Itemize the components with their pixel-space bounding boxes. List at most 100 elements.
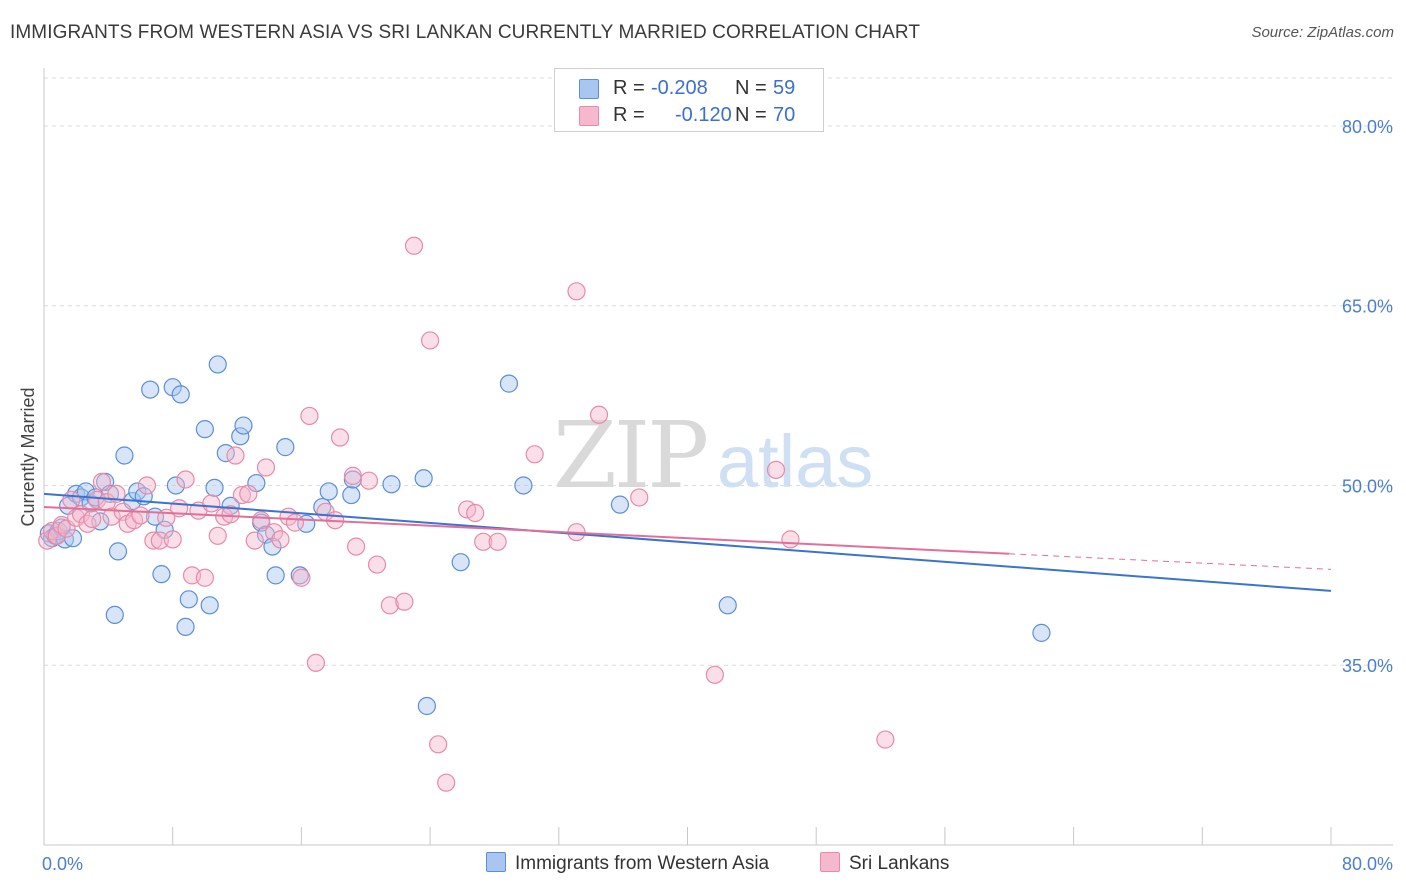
data-point — [437, 773, 456, 792]
legend-n-value: 59 — [773, 77, 796, 99]
legend-r-value: -0.208 — [651, 77, 708, 99]
data-point — [488, 532, 507, 551]
bottom-legend-swatch-blue — [486, 852, 506, 872]
data-point — [610, 495, 630, 514]
data-point — [208, 526, 227, 545]
data-point — [292, 568, 311, 587]
data-point — [231, 427, 250, 446]
data-point — [300, 406, 319, 426]
data-point — [131, 506, 150, 525]
data-point — [232, 485, 251, 505]
data-point — [150, 531, 169, 550]
data-point — [342, 485, 361, 505]
data-point — [245, 531, 264, 550]
data-point — [514, 476, 533, 495]
data-point — [176, 617, 195, 636]
data-point — [404, 236, 424, 255]
data-point — [429, 735, 448, 754]
data-point — [102, 507, 121, 526]
data-point — [876, 730, 895, 749]
legend-n-label: N = — [735, 77, 767, 99]
legend-n-value: 70 — [773, 104, 796, 126]
bottom-legend-label: Sri Lankans — [849, 853, 950, 874]
data-point — [525, 445, 544, 464]
data-point — [474, 532, 493, 551]
legend-r-label: R = — [613, 77, 645, 99]
data-point — [200, 596, 219, 615]
data-point — [239, 484, 258, 503]
data-point — [306, 653, 325, 672]
stats-legend: R = -0.208 N = 59 R = -0.120 N = 70 — [554, 68, 824, 132]
bottom-legend-swatch-pink — [820, 852, 840, 872]
data-point — [141, 380, 160, 399]
data-point — [92, 472, 112, 491]
data-point — [195, 420, 214, 439]
data-point — [718, 596, 737, 615]
axes — [43, 68, 1393, 846]
trend-line-sri-lankans — [43, 506, 1010, 555]
bottom-legend-sri-lankans: Sri Lankans — [820, 852, 949, 875]
y-tick-label: 35.0% — [1342, 656, 1393, 676]
legend-r-label: R = — [613, 104, 645, 126]
data-point — [195, 568, 214, 587]
data-point — [766, 460, 786, 479]
data-point — [499, 374, 519, 393]
data-point — [466, 503, 485, 523]
tick-labels: 35.0% 50.0% 65.0% 80.0% 0.0% 80.0% — [42, 117, 1393, 874]
gridlines — [44, 77, 1393, 666]
data-point — [252, 511, 271, 530]
y-axis-label: Currently Married — [18, 387, 38, 526]
bottom-legend-western-asia: Immigrants from Western Asia — [486, 852, 769, 875]
data-point — [137, 476, 157, 495]
legend-r-value: -0.120 — [675, 104, 732, 126]
data-point — [152, 565, 171, 584]
series-western-asia-points — [39, 355, 1051, 716]
data-point — [271, 530, 290, 549]
y-tick-label: 65.0% — [1342, 297, 1393, 317]
data-point — [417, 696, 436, 716]
data-point — [202, 494, 221, 513]
data-point — [256, 458, 276, 477]
data-point — [166, 476, 186, 495]
data-point — [705, 665, 724, 684]
data-point — [264, 523, 284, 542]
data-point — [359, 471, 379, 490]
data-point — [367, 555, 387, 574]
data-point — [234, 416, 253, 435]
watermark-zip: ZIP — [553, 402, 706, 509]
data-point — [205, 478, 224, 497]
data-point — [589, 405, 609, 424]
data-point — [319, 482, 338, 501]
data-point — [421, 331, 440, 350]
data-point — [414, 469, 433, 488]
chart-title: IMMIGRANTS FROM WESTERN ASIA VS SRI LANK… — [10, 22, 921, 43]
watermark: ZIP atlas — [553, 402, 873, 509]
data-point — [83, 509, 102, 529]
data-point — [395, 592, 414, 611]
data-point — [47, 526, 66, 545]
data-point — [382, 475, 401, 494]
bottom-legend-label: Immigrants from Western Asia — [515, 853, 770, 874]
legend-swatch-blue — [579, 79, 599, 99]
data-point — [108, 542, 128, 561]
trend-lines — [43, 492, 1332, 592]
data-point — [1032, 623, 1051, 642]
x-tick-label: 80.0% — [1342, 854, 1393, 874]
data-point — [380, 596, 399, 615]
data-point — [115, 446, 134, 465]
data-point — [171, 385, 190, 404]
data-point — [343, 466, 362, 485]
data-point — [226, 446, 245, 465]
data-point — [62, 490, 81, 509]
y-tick-label: 50.0% — [1342, 476, 1393, 496]
data-point — [276, 438, 295, 457]
source-label: Source: ZipAtlas.com — [1251, 24, 1394, 41]
data-point — [346, 537, 366, 556]
series-sri-lankans-points — [38, 236, 895, 792]
data-point — [38, 531, 57, 550]
trend-line-sri-lankans-extension — [1009, 553, 1332, 570]
data-point — [630, 488, 649, 507]
data-point — [221, 505, 240, 524]
legend-n-label: N = — [735, 104, 767, 126]
